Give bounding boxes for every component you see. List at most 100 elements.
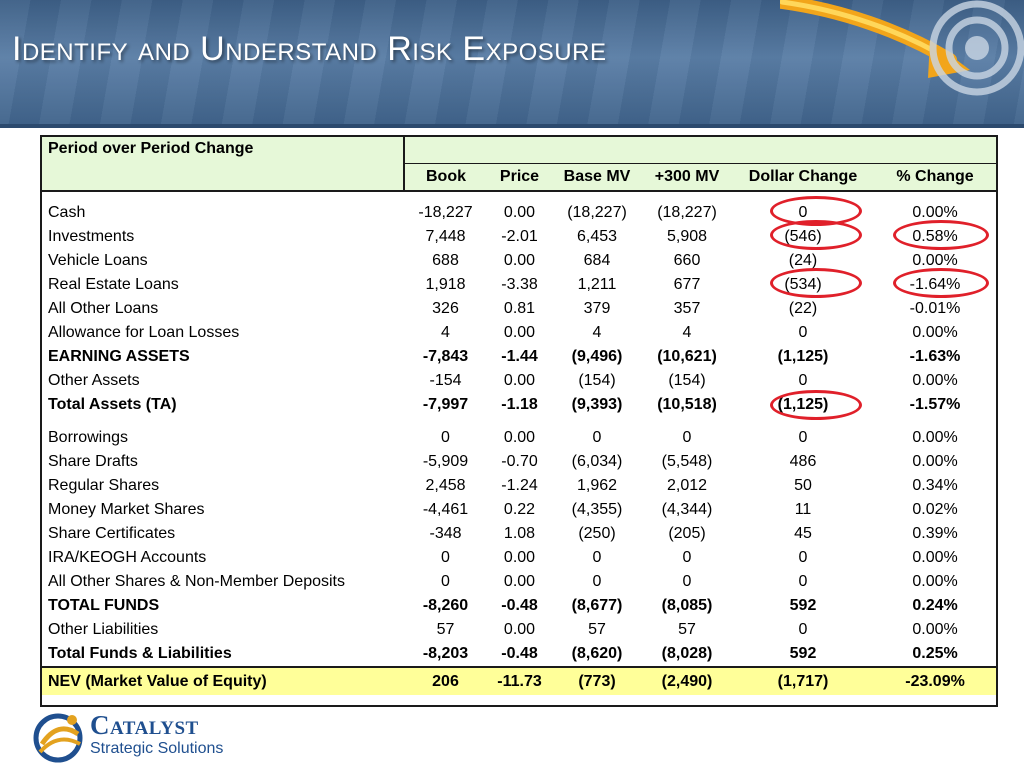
- row-label: Vehicle Loans: [48, 252, 148, 269]
- table-row: Real Estate Loans 1,918 -3.38 1,211 677 (534)…: [42, 273, 996, 297]
- table-cell: 592: [789, 645, 817, 662]
- table-cell: -0.70: [501, 453, 538, 470]
- table-cell: 0.00: [503, 252, 536, 269]
- table-row: Cash -18,227 0.00 (18,227) (18,227) 0 0.00%: [42, 201, 996, 225]
- nev-row: NEV (Market Value of Equity) 206 -11.73 (77…: [42, 666, 997, 695]
- table-cell: 688: [432, 252, 459, 269]
- table-cell: 0: [592, 429, 602, 446]
- row-label: Investments: [48, 228, 135, 245]
- table-cell: -8,203: [422, 645, 469, 662]
- table-cell: 1,918: [425, 276, 466, 293]
- table-cell: 11: [794, 501, 812, 518]
- table-cell: 4: [682, 324, 692, 341]
- table-cell: -5,909: [422, 453, 469, 470]
- table-cell: 0: [798, 372, 808, 389]
- table-cell: 45: [794, 525, 812, 542]
- table-cell: 2,458: [425, 477, 466, 494]
- row-label: All Other Shares & Non-Member Deposits: [48, 573, 345, 590]
- table-cell: 0.00: [503, 429, 536, 446]
- row-label: Borrowings: [48, 429, 129, 446]
- table-cell: 379: [583, 300, 611, 317]
- table-cell: -7,843: [422, 348, 469, 365]
- table-cell: (10,621): [657, 348, 717, 365]
- header-row-top: Period over Period Change: [42, 137, 997, 192]
- table-cell: -1.24: [501, 477, 538, 494]
- table-cell: 0.00%: [912, 204, 958, 221]
- table-cell: 677: [673, 276, 701, 293]
- table-row: Regular Shares 2,458 -1.24 1,962 2,012 50 0.34…: [42, 474, 996, 498]
- target-arrow-graphic: [780, 0, 1024, 96]
- table-cell: 0.58%: [912, 228, 958, 245]
- table-cell: -1.18: [501, 396, 538, 413]
- table-cell: -2.01: [501, 228, 538, 245]
- row-label: All Other Loans: [48, 300, 159, 317]
- table-cell: 0.00%: [912, 429, 958, 446]
- nev-cell: (773): [552, 666, 642, 695]
- table-cell: 0: [592, 549, 602, 566]
- table-cell: -1.64%: [909, 276, 961, 293]
- table-cell: 0.00%: [912, 324, 958, 341]
- row-label: Real Estate Loans: [48, 276, 179, 293]
- table-cell: -1.63%: [909, 348, 961, 365]
- row-label: Money Market Shares: [48, 501, 205, 518]
- table-cell: -0.48: [501, 645, 538, 662]
- table-row: IRA/KEOGH Accounts 0 0.00 0 0 0 0.00%: [42, 546, 996, 570]
- table-cell: -0.01%: [909, 300, 961, 317]
- table-row: Borrowings 0 0.00 0 0 0 0.00%: [42, 426, 996, 450]
- section-label: Period over Period Change: [42, 137, 405, 192]
- table-cell: 0.34%: [912, 477, 958, 494]
- table-cell: 0.00%: [912, 372, 958, 389]
- table-row: TOTAL FUNDS -8,260 -0.48 (8,677) (8,085) 592 0…: [42, 594, 996, 618]
- table-cell: -0.48: [501, 597, 538, 614]
- table-cell: (154): [578, 372, 616, 389]
- table-cell: 0: [798, 573, 808, 590]
- logo-name: Catalyst: [90, 710, 199, 740]
- row-label: Share Certificates: [48, 525, 176, 542]
- table-cell: 0.25%: [912, 645, 958, 662]
- table-cell: (8,620): [571, 645, 623, 662]
- table-cell: 0: [798, 324, 808, 341]
- table-cell: 4: [441, 324, 450, 341]
- row-label: Total Funds & Liabilities: [48, 645, 232, 662]
- column-header: +300 MV: [642, 163, 732, 192]
- logo-subtitle: Strategic Solutions: [90, 740, 224, 757]
- title-banner: Identify and Understand Risk Exposure: [0, 0, 1024, 128]
- table-cell: (4,344): [661, 501, 713, 518]
- nev-cell: 206: [404, 666, 487, 695]
- table-cell: 592: [789, 597, 817, 614]
- table-row: Total Funds & Liabilities -8,203 -0.48 (8,6…: [42, 642, 996, 667]
- table-cell: (546): [784, 228, 822, 245]
- nev-cell: (2,490): [642, 666, 732, 695]
- table-cell: -4,461: [422, 501, 469, 518]
- table-cell: 0.24%: [912, 597, 958, 614]
- table-cell: 0: [798, 621, 808, 638]
- column-header: Book: [404, 163, 487, 192]
- table-cell: 0.81: [503, 300, 536, 317]
- risk-exposure-table: Period over Period Change Book Price Bas…: [42, 137, 997, 695]
- table-cell: 1.08: [503, 525, 536, 542]
- column-header: Base MV: [552, 163, 642, 192]
- table-cell: 0.00%: [912, 252, 958, 269]
- table-cell: 0: [798, 549, 808, 566]
- table-cell: -7,997: [422, 396, 469, 413]
- spacer-row: [42, 417, 996, 426]
- table-row: Share Certificates -348 1.08 (250) (205) 45 0.…: [42, 522, 996, 546]
- table-cell: (1,125): [777, 396, 829, 413]
- banner-bottom-rule: [0, 124, 1024, 128]
- table-row: All Other Shares & Non-Member Deposits 0 0…: [42, 570, 996, 594]
- row-label: Allowance for Loan Losses: [48, 324, 240, 341]
- table-cell: (24): [788, 252, 818, 269]
- row-label: Cash: [48, 204, 86, 221]
- row-label: Other Liabilities: [48, 621, 159, 638]
- table-cell: (534): [784, 276, 822, 293]
- table-cell: 0.00: [503, 621, 536, 638]
- column-header: % Change: [874, 163, 997, 192]
- row-label: TOTAL FUNDS: [48, 597, 160, 614]
- table-cell: 0.22: [503, 501, 536, 518]
- table-cell: 326: [432, 300, 459, 317]
- table-cell: 0: [441, 429, 450, 446]
- table-cell: 684: [583, 252, 611, 269]
- table-cell: (18,227): [567, 204, 627, 221]
- nev-cell: -11.73: [487, 666, 552, 695]
- table-cell: (18,227): [657, 204, 717, 221]
